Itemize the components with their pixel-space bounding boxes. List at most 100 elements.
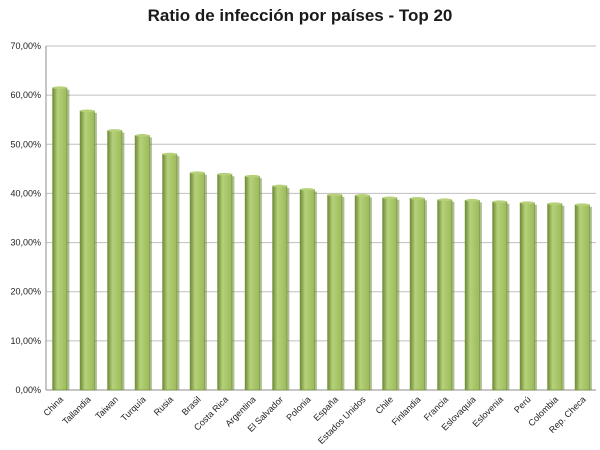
bar-side	[451, 201, 455, 390]
chart-title: Ratio de infección por países - Top 20	[147, 6, 453, 25]
bar-top	[272, 184, 287, 188]
bar-body	[327, 194, 343, 391]
bar-body	[382, 197, 398, 391]
bar-body	[299, 189, 315, 391]
bar-body	[52, 87, 68, 391]
bar-body	[574, 204, 590, 391]
x-category-label: Rusia	[152, 394, 175, 417]
bar	[189, 171, 207, 391]
bar-side	[506, 203, 510, 390]
bar	[382, 196, 400, 391]
bar	[464, 198, 482, 391]
bar-body	[464, 200, 480, 391]
y-tick-label: 20,00%	[10, 287, 41, 297]
bar-body	[217, 173, 233, 391]
bar-side	[424, 200, 427, 390]
x-category-label: Taiwan	[93, 394, 120, 421]
bar-top	[575, 203, 590, 207]
bar	[217, 172, 235, 391]
bar-side	[369, 197, 372, 390]
bar	[244, 174, 262, 391]
bar-side	[534, 204, 537, 390]
bar-top	[327, 193, 342, 197]
bar-top	[162, 152, 177, 156]
bar	[354, 193, 372, 391]
bar-side	[149, 137, 152, 390]
bar-top	[190, 171, 205, 175]
y-tick-label: 40,00%	[10, 188, 41, 198]
bar	[437, 198, 455, 391]
bar-top	[492, 200, 507, 204]
bar-top	[437, 198, 452, 202]
y-tick-labels: 0,00% 10,00% 20,00% 30,00% 40,00% 50,00% 60,00…	[10, 41, 41, 395]
y-tick-label: 30,00%	[10, 238, 41, 248]
bar	[299, 188, 317, 391]
x-category-label: Tailandia	[60, 394, 92, 426]
bar-side	[341, 196, 345, 390]
bar-side	[314, 191, 317, 390]
bar-body	[134, 135, 150, 391]
axes	[45, 46, 596, 391]
bar	[492, 200, 510, 391]
bar-body	[189, 172, 205, 391]
bars	[52, 86, 592, 391]
bar-top	[300, 188, 315, 191]
bar	[52, 86, 70, 391]
bar-side	[204, 174, 207, 390]
bar	[547, 202, 565, 391]
bar-body	[437, 199, 453, 391]
y-tick-label: 0,00%	[15, 385, 41, 395]
x-category-label: Polonia	[284, 394, 312, 422]
x-category-label: Estados Unidos	[316, 394, 368, 446]
bar-side	[259, 178, 262, 390]
bar-top	[547, 202, 562, 206]
bar-top	[382, 196, 397, 200]
bar-top	[465, 198, 480, 202]
bar-side	[286, 188, 290, 390]
bar-side	[94, 112, 97, 391]
bar-body	[547, 203, 563, 391]
y-tick-label: 10,00%	[10, 336, 41, 346]
bar-top	[520, 201, 535, 205]
bar	[519, 201, 537, 391]
x-category-label: Perú	[512, 394, 533, 415]
bar	[272, 184, 290, 391]
bar-side	[561, 205, 565, 390]
bar-body	[354, 195, 370, 391]
bar-top	[80, 109, 95, 113]
bar-body	[244, 175, 260, 391]
bar-side	[589, 206, 592, 390]
gridlines	[46, 45, 596, 391]
bar-top	[52, 86, 67, 90]
bar-top	[245, 174, 260, 178]
bar-top	[107, 129, 122, 132]
y-tick-label: 60,00%	[10, 90, 41, 100]
bar-side	[479, 202, 482, 390]
bar	[134, 134, 152, 391]
bar-body	[79, 110, 95, 391]
bar-body	[492, 201, 508, 391]
bar	[107, 129, 125, 391]
bar-side	[231, 176, 235, 390]
bar-top	[135, 134, 150, 137]
x-category-label: Turquía	[119, 394, 148, 423]
bar-side	[66, 89, 70, 391]
bar	[79, 109, 97, 391]
y-tick-label: 70,00%	[10, 41, 41, 51]
x-category-label: Finlandia	[390, 394, 423, 427]
bar-top	[217, 172, 232, 176]
bar	[574, 203, 592, 391]
bar-body	[162, 153, 178, 391]
bar	[409, 196, 427, 391]
bar-body	[272, 185, 288, 391]
bar-body	[409, 198, 425, 391]
bar	[327, 193, 345, 391]
bar-side	[121, 132, 125, 391]
bar	[162, 152, 180, 391]
x-category-label: China	[41, 394, 65, 418]
y-tick-label: 50,00%	[10, 139, 41, 149]
bar-side	[176, 156, 180, 390]
bar-body	[519, 202, 535, 391]
